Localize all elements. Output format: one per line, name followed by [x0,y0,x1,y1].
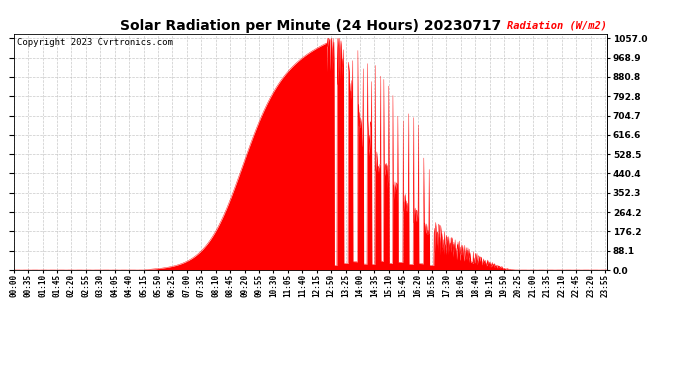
Text: Radiation (W/m2): Radiation (W/m2) [507,20,607,30]
Title: Solar Radiation per Minute (24 Hours) 20230717: Solar Radiation per Minute (24 Hours) 20… [120,19,501,33]
Text: Copyright 2023 Cvrtronics.com: Copyright 2023 Cvrtronics.com [17,39,172,48]
